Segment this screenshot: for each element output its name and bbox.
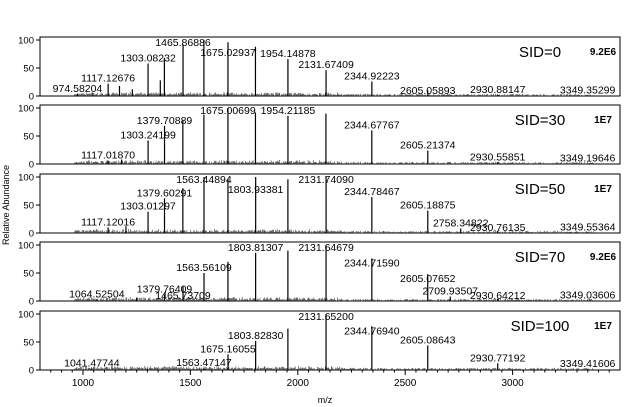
x-tick-label: 1500 — [179, 378, 202, 389]
sid-label: SID=70 — [515, 249, 565, 266]
panel-frame — [39, 104, 621, 165]
x-axis: 1000 1500 2000 2500 3000 — [50, 370, 610, 389]
sid-label: SID=50 — [515, 181, 565, 198]
peak-mz-label: 2344.78467 — [344, 186, 400, 198]
peak-mz-label: 1675.00699 — [200, 105, 256, 117]
peak-mz-label: 3349.55364 — [560, 221, 616, 233]
peak-mz-label: 1465.86886 — [155, 37, 211, 49]
peak-mz-label: 1563.56109 — [176, 262, 232, 274]
peak-mz-label: 2930.64212 — [470, 290, 526, 302]
panel-frame — [39, 36, 621, 97]
peak-mz-label: 1379.60291 — [137, 187, 193, 199]
y-tick-label: 0 — [29, 366, 34, 377]
noise-baseline — [74, 228, 594, 233]
peak-mz-label: 2131.74090 — [298, 174, 354, 186]
peak-mz-label: 1303.01297 — [120, 201, 176, 213]
y-tick-label: 100 — [18, 241, 34, 252]
spectrum-panel: 0 50 100 1041.47744 1563.47147 1675.160551803… — [18, 310, 621, 377]
peak-mz-label: 2344.67767 — [344, 119, 400, 131]
x-tick-label: 2500 — [394, 378, 417, 389]
peak-mz-label: 974.58204 — [53, 83, 103, 95]
scale-label: 1E7 — [594, 115, 612, 126]
peak-mz-label: 2605.08643 — [400, 334, 456, 346]
peak-mz-label: 2930.76135 — [470, 222, 526, 234]
x-tick-label: 1000 — [72, 378, 95, 389]
sid-label: SID=0 — [519, 44, 561, 61]
peak-mz-label: 1117.12676 — [81, 73, 135, 85]
peak-mz-label: 1954.21185 — [261, 105, 316, 117]
x-axis-title: m/z — [318, 395, 333, 405]
peak-mz-label: 2605.07652 — [400, 273, 456, 285]
y-axis-title: Relative Abundance — [1, 165, 11, 245]
y-tick-label: 0 — [29, 229, 34, 240]
sid-label: SID=30 — [515, 112, 565, 129]
y-tick-label: 50 — [23, 64, 34, 75]
panel-frame — [39, 241, 621, 302]
y-tick-label: 100 — [18, 104, 34, 115]
peak-mz-label: 2131.67409 — [298, 59, 354, 71]
peak-mz-label: 2709.93507 — [423, 286, 479, 298]
peak-mz-label: 1803.93381 — [228, 184, 284, 196]
peak-mz-label: 2930.55851 — [470, 151, 526, 163]
scale-label: 9.2E6 — [590, 252, 617, 263]
peak-mz-label: 1064.52504 — [69, 288, 125, 300]
scale-label: 9.2E6 — [590, 47, 617, 58]
y-tick-label: 50 — [23, 269, 34, 280]
peak-mz-label: 1563.47147 — [176, 357, 232, 369]
x-tick-label: 2000 — [287, 378, 310, 389]
peak-mz-label: 2605.21374 — [400, 140, 456, 152]
peak-mz-label: 1117.12016 — [81, 216, 135, 228]
scale-label: 1E7 — [594, 321, 612, 332]
peak-mz-label: 2131.65200 — [298, 311, 354, 323]
peak-mz-label: 1303.08232 — [120, 53, 176, 65]
y-tick-label: 100 — [18, 173, 34, 184]
peak-mz-label: 3349.35299 — [560, 84, 616, 96]
y-tick-label: 100 — [18, 36, 34, 47]
peak-mz-label: 1379.70889 — [137, 115, 193, 127]
y-tick-label: 0 — [29, 160, 34, 171]
y-tick-label: 50 — [23, 201, 34, 212]
peak-mz-label: 1303.24199 — [120, 129, 176, 141]
scale-label: 1E7 — [594, 184, 612, 195]
peak-mz-label: 2930.88147 — [470, 84, 526, 96]
peak-mz-label: 2344.76940 — [344, 325, 400, 337]
peak-mz-label: 1803.82830 — [228, 330, 284, 342]
noise-baseline — [74, 160, 594, 164]
y-tick-label: 100 — [18, 310, 34, 321]
peak-mz-label: 1379.76409 — [137, 283, 193, 295]
peak-mz-label: 2344.92223 — [344, 70, 400, 82]
peak-mz-label: 3349.41606 — [560, 358, 616, 370]
panel-frame — [39, 173, 621, 234]
peak-mz-label: 1675.16055 — [200, 343, 256, 355]
noise-baseline — [74, 297, 593, 301]
peak-mz-label: 2344.71590 — [344, 257, 400, 269]
y-tick-label: 50 — [23, 132, 34, 143]
peak-mz-label: 2930.77192 — [470, 352, 526, 364]
spectrum-panel: 0 50 100 1117.01870 1303.24199 1379.70889 1675… — [18, 104, 621, 171]
peak-mz-label: 3349.19646 — [560, 152, 616, 164]
noise-baseline — [74, 365, 594, 370]
peak-mz-label: 2605.05893 — [400, 85, 456, 97]
peak-mz-label: 2758.34822 — [433, 218, 489, 230]
peak-mz-label: 3349.03606 — [560, 289, 616, 301]
peak-mz-label: 2131.64679 — [298, 242, 354, 254]
peak-mz-label: 1041.47744 — [64, 357, 120, 369]
peak-mz-label: 1465.73709 — [155, 290, 211, 302]
sid-label: SID=100 — [511, 318, 570, 335]
peak-mz-label: 1563.44894 — [176, 174, 232, 186]
y-tick-label: 0 — [29, 297, 34, 308]
spectrum-panel: 0 50 100 1117.12016 1303.01297 1379.602911563… — [18, 173, 621, 240]
peak-mz-label: 1803.81307 — [228, 242, 284, 254]
peak-mz-label: 2605.18875 — [400, 200, 456, 212]
peak-mz-label: 1675.02937 — [200, 47, 256, 59]
y-tick-label: 0 — [29, 92, 34, 103]
x-tick-label: 3000 — [501, 378, 524, 389]
peak-mz-label: 1117.01870 — [81, 150, 135, 162]
y-tick-label: 50 — [23, 338, 34, 349]
peak-mz-label: 1954.14878 — [260, 48, 316, 60]
